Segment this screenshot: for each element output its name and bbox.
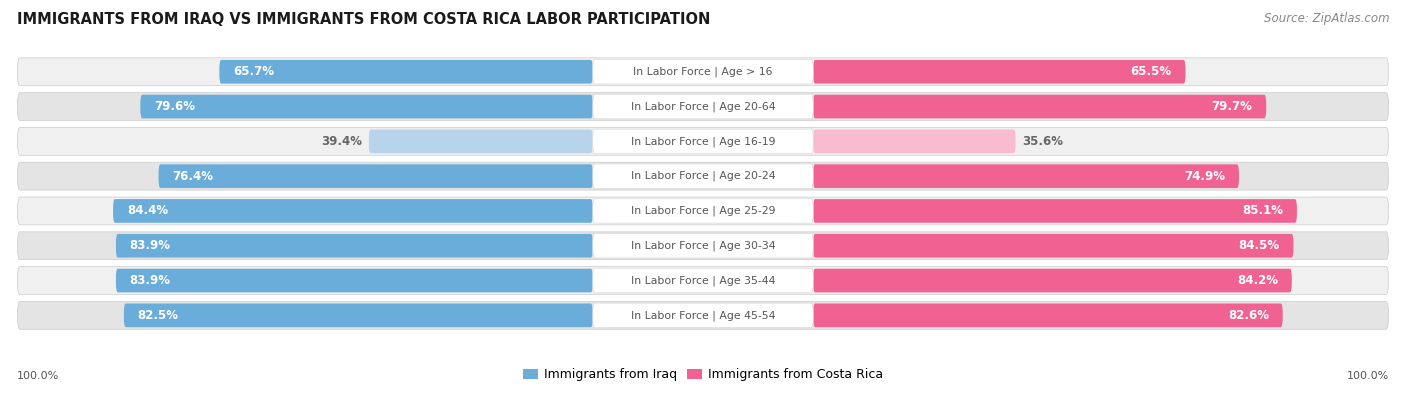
Text: 84.4%: 84.4% — [127, 205, 167, 218]
FancyBboxPatch shape — [593, 94, 813, 119]
FancyBboxPatch shape — [17, 162, 1389, 190]
Text: In Labor Force | Age 25-29: In Labor Force | Age 25-29 — [631, 206, 775, 216]
Text: In Labor Force | Age 45-54: In Labor Force | Age 45-54 — [631, 310, 775, 321]
Text: In Labor Force | Age 20-24: In Labor Force | Age 20-24 — [631, 171, 775, 181]
FancyBboxPatch shape — [115, 269, 593, 292]
Text: 85.1%: 85.1% — [1241, 205, 1284, 218]
Text: IMMIGRANTS FROM IRAQ VS IMMIGRANTS FROM COSTA RICA LABOR PARTICIPATION: IMMIGRANTS FROM IRAQ VS IMMIGRANTS FROM … — [17, 12, 710, 27]
Text: 65.5%: 65.5% — [1130, 65, 1171, 78]
FancyBboxPatch shape — [593, 60, 813, 84]
FancyBboxPatch shape — [813, 269, 1292, 292]
Text: 76.4%: 76.4% — [173, 169, 214, 182]
FancyBboxPatch shape — [593, 164, 813, 188]
FancyBboxPatch shape — [813, 95, 1267, 118]
Text: 83.9%: 83.9% — [129, 239, 170, 252]
FancyBboxPatch shape — [813, 164, 1239, 188]
Text: 79.7%: 79.7% — [1212, 100, 1253, 113]
Text: In Labor Force | Age 16-19: In Labor Force | Age 16-19 — [631, 136, 775, 147]
Text: 100.0%: 100.0% — [17, 371, 59, 381]
FancyBboxPatch shape — [17, 58, 1389, 86]
FancyBboxPatch shape — [593, 233, 813, 258]
FancyBboxPatch shape — [813, 60, 1185, 84]
FancyBboxPatch shape — [124, 303, 593, 327]
FancyBboxPatch shape — [17, 128, 1389, 155]
FancyBboxPatch shape — [593, 303, 813, 327]
FancyBboxPatch shape — [813, 234, 1294, 258]
Text: 83.9%: 83.9% — [129, 274, 170, 287]
Text: 65.7%: 65.7% — [233, 65, 274, 78]
FancyBboxPatch shape — [593, 268, 813, 293]
Text: 39.4%: 39.4% — [321, 135, 361, 148]
Text: In Labor Force | Age 20-64: In Labor Force | Age 20-64 — [631, 101, 775, 112]
Text: In Labor Force | Age 30-34: In Labor Force | Age 30-34 — [631, 241, 775, 251]
FancyBboxPatch shape — [368, 130, 593, 153]
FancyBboxPatch shape — [813, 303, 1282, 327]
Text: In Labor Force | Age 35-44: In Labor Force | Age 35-44 — [631, 275, 775, 286]
FancyBboxPatch shape — [141, 95, 593, 118]
Text: 35.6%: 35.6% — [1022, 135, 1063, 148]
FancyBboxPatch shape — [115, 234, 593, 258]
FancyBboxPatch shape — [112, 199, 593, 223]
Text: 82.6%: 82.6% — [1227, 309, 1270, 322]
FancyBboxPatch shape — [17, 93, 1389, 120]
FancyBboxPatch shape — [219, 60, 593, 84]
Legend: Immigrants from Iraq, Immigrants from Costa Rica: Immigrants from Iraq, Immigrants from Co… — [517, 363, 889, 386]
FancyBboxPatch shape — [159, 164, 593, 188]
Text: In Labor Force | Age > 16: In Labor Force | Age > 16 — [633, 66, 773, 77]
FancyBboxPatch shape — [17, 267, 1389, 294]
FancyBboxPatch shape — [17, 232, 1389, 260]
FancyBboxPatch shape — [813, 130, 1015, 153]
Text: 74.9%: 74.9% — [1184, 169, 1225, 182]
Text: 100.0%: 100.0% — [1347, 371, 1389, 381]
FancyBboxPatch shape — [593, 129, 813, 154]
Text: Source: ZipAtlas.com: Source: ZipAtlas.com — [1264, 12, 1389, 25]
FancyBboxPatch shape — [17, 197, 1389, 225]
Text: 82.5%: 82.5% — [138, 309, 179, 322]
FancyBboxPatch shape — [813, 199, 1296, 223]
FancyBboxPatch shape — [593, 199, 813, 223]
FancyBboxPatch shape — [17, 301, 1389, 329]
Text: 79.6%: 79.6% — [155, 100, 195, 113]
Text: 84.5%: 84.5% — [1239, 239, 1279, 252]
Text: 84.2%: 84.2% — [1237, 274, 1278, 287]
